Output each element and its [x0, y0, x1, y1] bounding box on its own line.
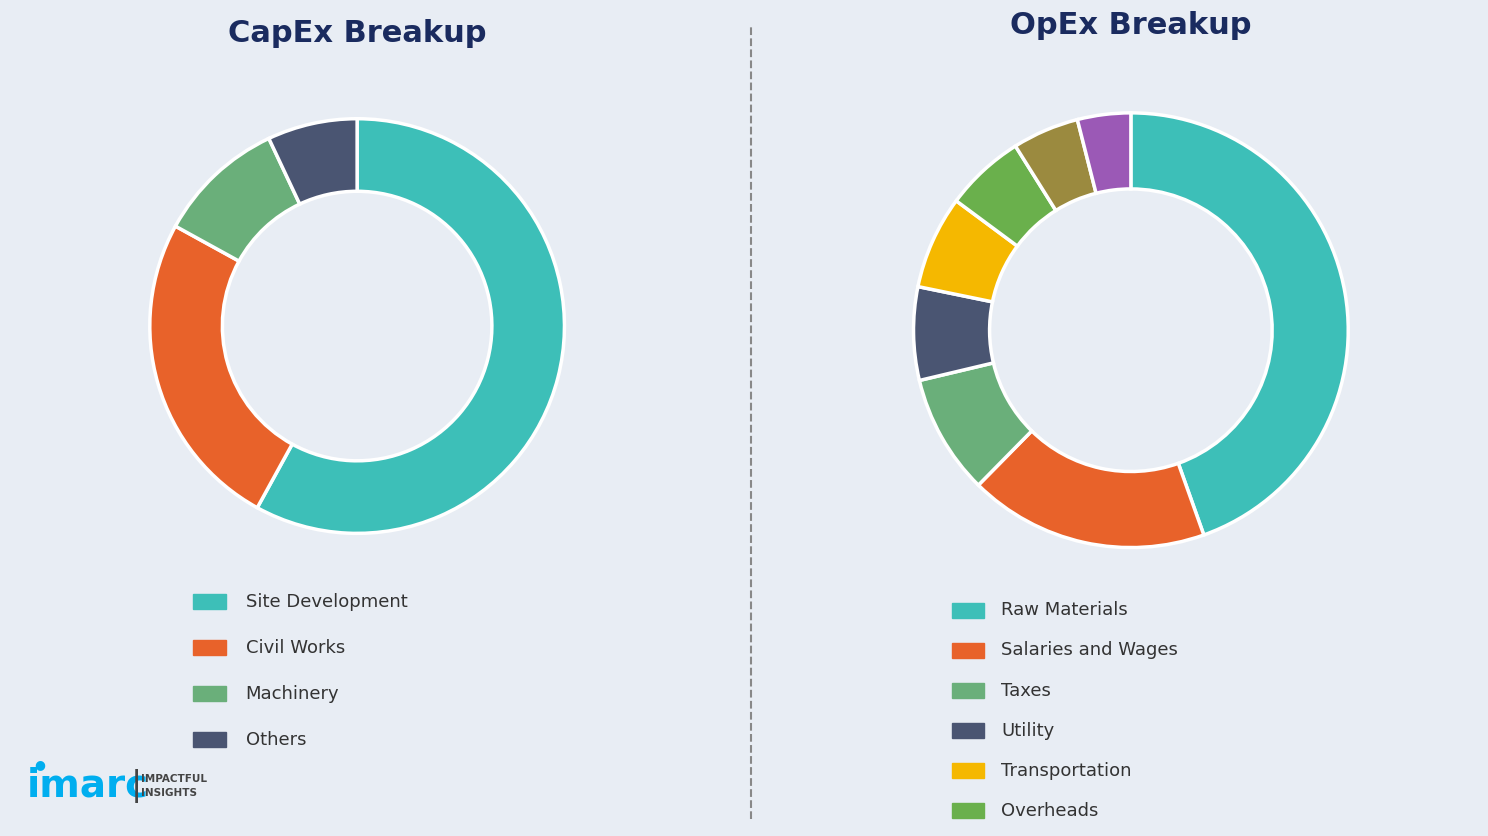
- Text: Others: Others: [246, 731, 307, 749]
- Wedge shape: [918, 201, 1018, 302]
- Text: Salaries and Wages: Salaries and Wages: [1001, 641, 1178, 660]
- Wedge shape: [914, 287, 994, 380]
- Text: Machinery: Machinery: [246, 685, 339, 703]
- Wedge shape: [269, 119, 357, 204]
- Wedge shape: [957, 146, 1056, 246]
- Text: Transportation: Transportation: [1001, 762, 1132, 780]
- Wedge shape: [920, 363, 1031, 485]
- Wedge shape: [1077, 113, 1131, 193]
- Title: OpEx Breakup: OpEx Breakup: [1010, 11, 1251, 39]
- Text: Site Development: Site Development: [246, 593, 408, 611]
- Wedge shape: [257, 119, 564, 533]
- Text: Raw Materials: Raw Materials: [1001, 601, 1128, 619]
- Wedge shape: [176, 139, 299, 261]
- Text: |: |: [131, 769, 143, 803]
- Text: Civil Works: Civil Works: [246, 639, 345, 657]
- Text: ●: ●: [34, 758, 45, 772]
- Text: Overheads: Overheads: [1001, 802, 1098, 820]
- Text: Utility: Utility: [1001, 721, 1055, 740]
- Wedge shape: [979, 431, 1204, 548]
- Title: CapEx Breakup: CapEx Breakup: [228, 19, 487, 48]
- Wedge shape: [1131, 113, 1348, 535]
- Text: INSIGHTS: INSIGHTS: [141, 788, 198, 798]
- Text: Taxes: Taxes: [1001, 681, 1052, 700]
- Text: IMPACTFUL: IMPACTFUL: [141, 774, 207, 784]
- Text: imarc: imarc: [27, 767, 149, 805]
- Wedge shape: [1015, 120, 1097, 211]
- Wedge shape: [150, 227, 292, 507]
